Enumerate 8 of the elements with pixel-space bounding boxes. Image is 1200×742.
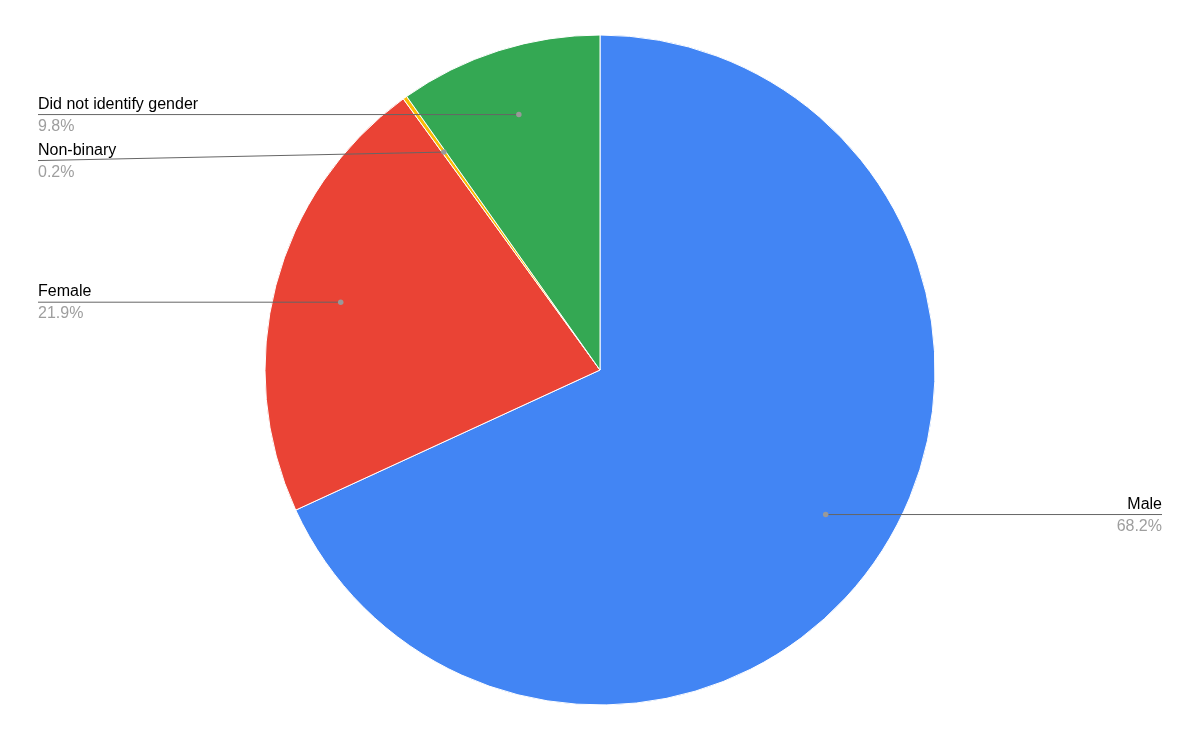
slice-label: Female [38,282,92,300]
data-label: 68.2% [1116,516,1162,534]
slice-label: Did not identify gender [38,94,199,112]
slice-label: Non-binary [38,140,117,158]
data-label: 0.2% [38,162,75,180]
slice-label: Male [1127,494,1163,512]
data-label: 9.8% [38,116,75,134]
data-label: 21.9% [38,304,84,322]
